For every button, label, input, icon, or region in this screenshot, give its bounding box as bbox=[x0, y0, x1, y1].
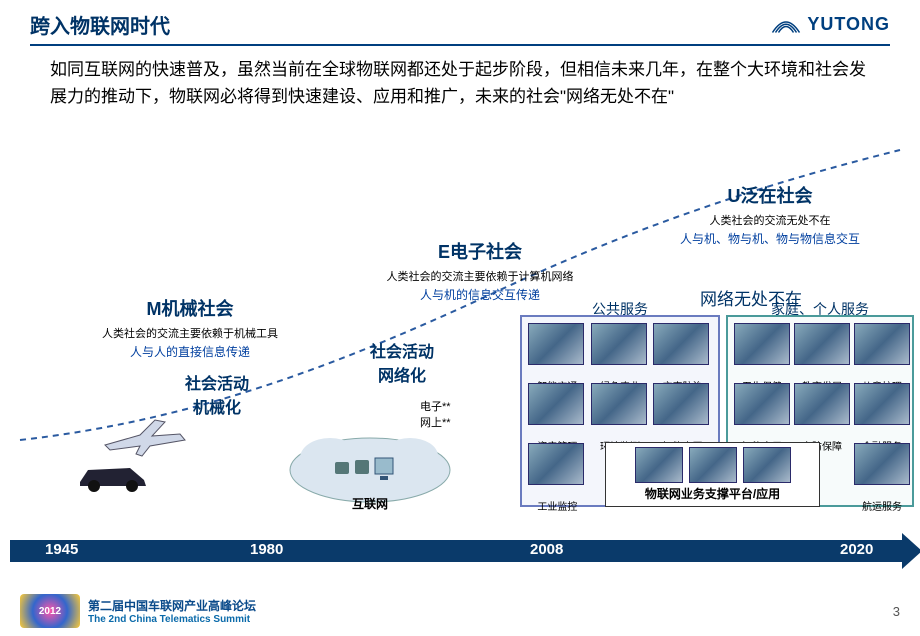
timeline-year: 2020 bbox=[840, 541, 873, 558]
internet-cloud: 互联网 bbox=[280, 420, 460, 512]
service-item: 航运服务 bbox=[854, 443, 910, 499]
yutong-icon bbox=[771, 15, 801, 35]
stage-e: 社会活动 网络化 bbox=[370, 338, 434, 386]
service-item: 绿色农业 bbox=[591, 323, 650, 379]
timeline-year: 2008 bbox=[530, 541, 563, 558]
era-m-title: M机械社会 bbox=[60, 295, 320, 321]
timeline-arrowhead bbox=[902, 533, 920, 569]
airplane-icon bbox=[100, 410, 190, 460]
stage-m: 社会活动 机械化 bbox=[185, 370, 249, 418]
forum-title-en: The 2nd China Telematics Summit bbox=[88, 614, 256, 625]
era-e-sub1: 人类社会的交流主要依赖于计算机网络 bbox=[340, 268, 620, 284]
service-item: 智能交通 bbox=[528, 323, 587, 379]
car-icon bbox=[70, 460, 160, 494]
page-title: 跨入物联网时代 bbox=[30, 10, 170, 39]
era-u: U泛在社会 人类社会的交流无处不在 人与机、物与机、物与物信息交互 bbox=[640, 182, 900, 247]
forum-title-cn: 第二届中国车联网产业高峰论坛 bbox=[88, 597, 256, 614]
service-item: 儿童护理 bbox=[854, 323, 910, 379]
era-e: E电子社会 人类社会的交流主要依赖于计算机网络 人与机的信息交互传递 bbox=[340, 238, 620, 303]
era-m-sub1: 人类社会的交流主要依赖于机械工具 bbox=[60, 325, 320, 341]
timeline-year: 1980 bbox=[250, 541, 283, 558]
era-u-title: U泛在社会 bbox=[640, 182, 900, 208]
era-e-title: E电子社会 bbox=[340, 238, 620, 264]
era-u-sub2: 人与机、物与机、物与物信息交互 bbox=[640, 230, 900, 247]
brand-logo: YUTONG bbox=[771, 14, 890, 35]
service-item: 智能家居 bbox=[734, 383, 790, 439]
timeline-arrow: 1945 1980 2008 2020 bbox=[0, 540, 920, 576]
era-m-sub2: 人与人的直接信息传递 bbox=[60, 343, 320, 360]
service-item: 金融服务 bbox=[854, 383, 910, 439]
service-item: 资产管理 bbox=[528, 383, 587, 439]
footer: 2012 第二届中国车联网产业高峰论坛 The 2nd China Telema… bbox=[20, 594, 900, 628]
era-u-sub1: 人类社会的交流无处不在 bbox=[640, 212, 900, 228]
header-divider bbox=[30, 44, 890, 46]
service-item: 教育发展 bbox=[794, 323, 850, 379]
platform-box: 物联网业务支撑平台/应用 bbox=[605, 442, 820, 507]
brand-logo-text: YUTONG bbox=[807, 14, 890, 35]
evolution-diagram: M机械社会 人类社会的交流主要依赖于机械工具 人与人的直接信息传递 E电子社会 … bbox=[0, 110, 920, 500]
intro-paragraph: 如同互联网的快速普及，虽然当前在全球物联网都还处于起步阶段，但相信未来几年，在整… bbox=[0, 56, 920, 110]
service-item: 安防保障 bbox=[794, 383, 850, 439]
service-item: 环境监测 bbox=[591, 383, 650, 439]
service-item: 智能电网 bbox=[653, 383, 712, 439]
forum-badge: 2012 bbox=[20, 594, 80, 628]
platform-caption: 物联网业务支撑平台/应用 bbox=[610, 485, 815, 502]
platform-thumb bbox=[635, 447, 683, 483]
side-label-1: 电子** bbox=[420, 398, 451, 414]
era-m: M机械社会 人类社会的交流主要依赖于机械工具 人与人的直接信息传递 bbox=[60, 295, 320, 360]
page-number: 3 bbox=[893, 604, 900, 619]
timeline-year: 1945 bbox=[45, 541, 78, 558]
timeline-bar bbox=[10, 540, 910, 562]
public-services-title: 公共服务 bbox=[522, 299, 718, 319]
family-services-title: 家庭、个人服务 bbox=[728, 299, 912, 319]
platform-thumb bbox=[743, 447, 791, 483]
service-item: 工业监控 bbox=[528, 443, 587, 499]
platform-thumb bbox=[689, 447, 737, 483]
service-item: 卫生保健 bbox=[734, 323, 790, 379]
service-item: 灾害防治 bbox=[653, 323, 712, 379]
